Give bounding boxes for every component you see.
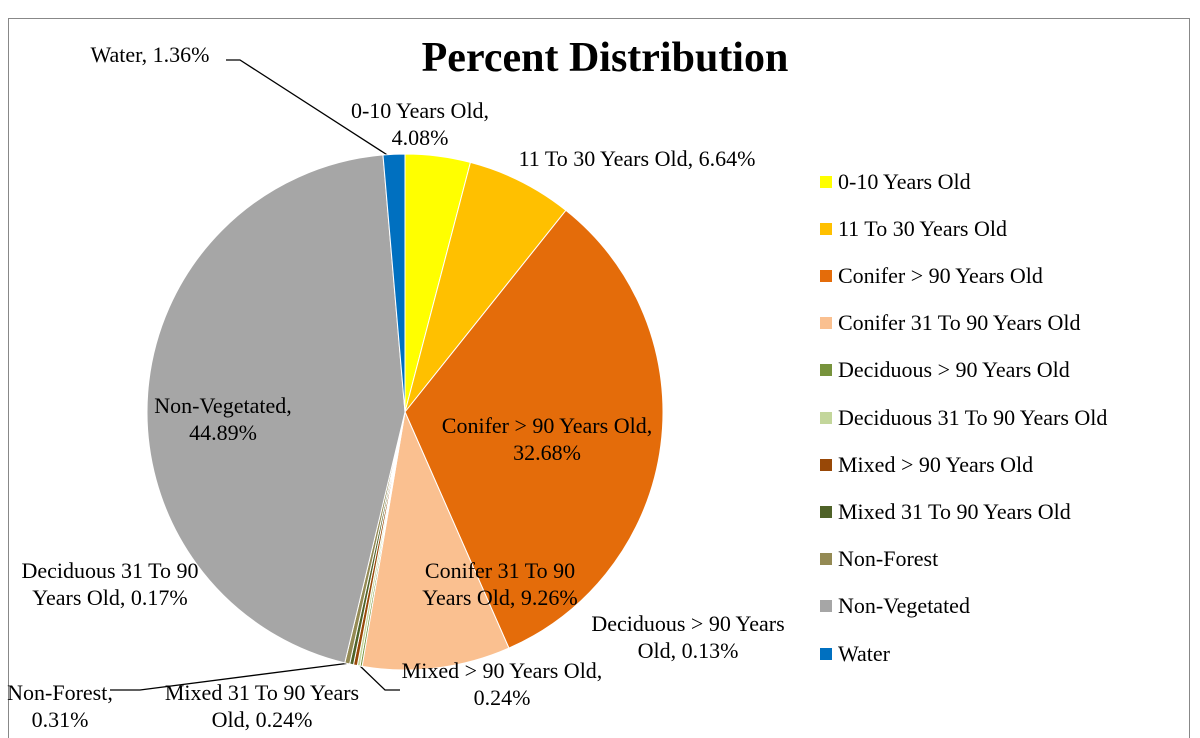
legend-label: Conifer > 90 Years Old xyxy=(838,262,1043,288)
legend-item: 11 To 30 Years Old xyxy=(820,215,1007,242)
legend-swatch xyxy=(820,458,832,471)
data-label: Non-Forest, 0.31% xyxy=(7,680,113,732)
legend-swatch xyxy=(820,505,832,518)
legend-swatch xyxy=(820,364,832,377)
data-label: Conifer > 90 Years Old, 32.68% xyxy=(441,413,653,465)
legend-label: Mixed > 90 Years Old xyxy=(838,451,1034,477)
legend-item: Deciduous > 90 Years Old xyxy=(820,357,1070,384)
legend-swatch xyxy=(820,553,832,566)
legend-label: Non-Forest xyxy=(838,546,939,572)
legend-swatch xyxy=(820,317,832,330)
chart-frame xyxy=(8,18,1190,738)
legend-item: Mixed 31 To 90 Years Old xyxy=(820,498,1071,525)
legend-label: Non-Vegetated xyxy=(838,593,970,619)
legend-swatch xyxy=(820,647,832,660)
data-label: Deciduous > 90 Years Old, 0.13% xyxy=(591,611,785,663)
data-label: 11 To 30 Years Old, 6.64% xyxy=(518,146,756,171)
leader-lines xyxy=(110,59,400,691)
data-label: Non-Vegetated, 44.89% xyxy=(154,393,292,445)
leader-line xyxy=(226,59,393,159)
legend-swatch xyxy=(820,411,832,424)
legend-item: Water xyxy=(820,640,890,667)
legend-label: Deciduous > 90 Years Old xyxy=(838,357,1070,383)
legend-label: Mixed 31 To 90 Years Old xyxy=(838,498,1071,524)
legend-item: Conifer 31 To 90 Years Old xyxy=(820,310,1081,337)
legend-item: Conifer > 90 Years Old xyxy=(820,262,1043,289)
data-label: Mixed 31 To 90 Years Old, 0.24% xyxy=(164,680,360,732)
legend-label: Conifer 31 To 90 Years Old xyxy=(838,310,1081,336)
legend-label: 0-10 Years Old xyxy=(838,168,971,194)
pie-slice xyxy=(404,209,664,649)
legend-label: 11 To 30 Years Old xyxy=(838,215,1007,241)
legend-swatch xyxy=(820,269,832,282)
legend-swatch xyxy=(820,175,832,188)
data-label: Deciduous 31 To 90 Years Old, 0.17% xyxy=(21,558,199,610)
data-label: Water, 1.36% xyxy=(90,42,210,67)
legend-label: Deciduous 31 To 90 Years Old xyxy=(838,404,1108,430)
leader-line xyxy=(357,663,400,691)
legend-item: Non-Forest xyxy=(820,546,938,573)
data-label: Mixed > 90 Years Old, 0.24% xyxy=(401,658,603,710)
data-label: Conifer 31 To 90 Years Old, 9.26% xyxy=(422,558,578,610)
data-label: 0-10 Years Old, 4.08% xyxy=(350,98,490,150)
pie-slice xyxy=(404,161,567,413)
legend-item: Non-Vegetated xyxy=(820,593,970,620)
legend-swatch xyxy=(820,222,832,235)
legend-item: Deciduous 31 To 90 Years Old xyxy=(820,404,1107,431)
pie-slice xyxy=(361,410,510,671)
legend-swatch xyxy=(820,600,832,613)
legend-label: Water xyxy=(838,640,890,666)
chart-title: Percent Distribution xyxy=(421,35,789,81)
legend-item: Mixed > 90 Years Old xyxy=(820,451,1033,478)
leader-line xyxy=(110,662,351,691)
pie-slice xyxy=(382,153,406,413)
legend-item: 0-10 Years Old xyxy=(820,168,971,195)
pie-slice xyxy=(146,154,406,664)
